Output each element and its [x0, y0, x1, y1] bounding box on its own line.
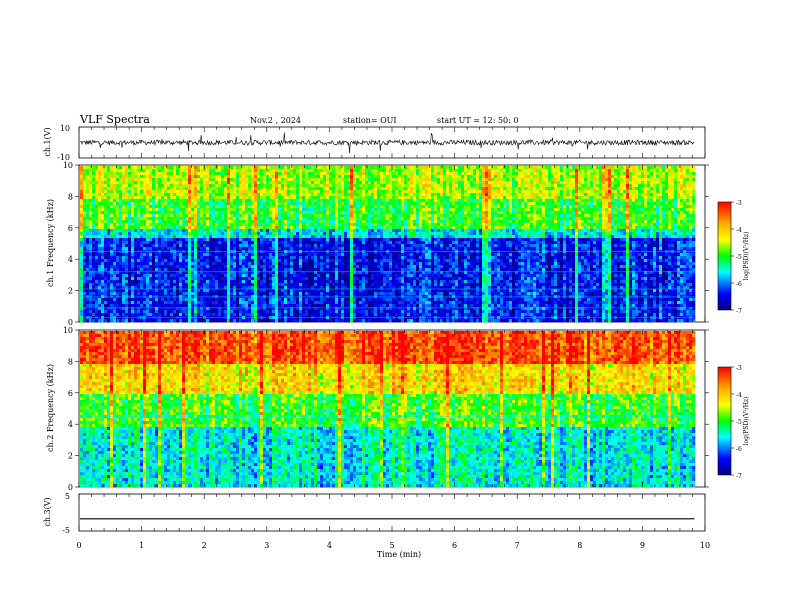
xtick-label: 1 [139, 541, 144, 550]
ch1-waveform-panel: 10 -10 ch.1(V) [43, 124, 706, 162]
xtick-label: 3 [264, 541, 269, 550]
xtick-label: 2 [202, 541, 207, 550]
ch2-spec-ylabel: ch.2 Frequency (kHz) [46, 364, 55, 452]
xtick-label: 8 [577, 541, 582, 550]
station-label: station= OUI [343, 116, 397, 125]
colorbar-tick-label: -6 [736, 281, 742, 288]
ch1-spectrogram-panel: ch.1 Frequency (kHz) [46, 164, 706, 323]
ytick-label: 8 [68, 192, 73, 201]
ch3-ytick-top: 5 [65, 492, 70, 501]
ch1-ytick-bottom: -10 [57, 153, 70, 162]
colorbar-tick-label: -3 [736, 365, 742, 372]
ytick-label: 10 [63, 326, 73, 335]
start-time-label: start UT = 12: 50: 0 [437, 116, 518, 125]
colorbar-ch2-label: log(PSD)(V²/Hz) [743, 397, 750, 446]
ytick-label: 2 [68, 287, 73, 296]
ch1-ylabel: ch.1(V) [43, 127, 52, 156]
xtick-label: 10 [700, 541, 710, 550]
ch2-spectrogram-panel: ch.2 Frequency (kHz) [46, 329, 706, 488]
ch1-spectrogram-image [80, 166, 696, 323]
colorbar-tick-label: -5 [736, 254, 742, 261]
ytick-label: 4 [68, 255, 73, 264]
ytick-label: 6 [68, 224, 73, 233]
figure-title: VLF Spectra [79, 113, 150, 126]
xtick-label: 4 [327, 541, 332, 550]
xtick-label: 9 [640, 541, 645, 550]
ytick-label: 0 [68, 318, 73, 327]
ch3-ylabel: ch.3(V) [43, 497, 52, 526]
colorbar-tick-label: -3 [736, 200, 742, 207]
x-axis-label: Time (min) [377, 550, 421, 559]
date-label: Nov.2 , 2024 [250, 116, 301, 125]
ch2-spectrogram-image [80, 331, 696, 488]
colorbar-tick-label: -7 [736, 308, 742, 315]
xtick-label: 0 [76, 541, 81, 550]
ch1-ytick-top: 10 [60, 124, 70, 133]
ytick-label: 8 [68, 357, 73, 366]
ytick-label: 4 [68, 420, 73, 429]
colorbar-tick-label: -6 [736, 446, 742, 453]
xtick-label: 5 [389, 541, 394, 550]
ytick-label: 10 [63, 161, 73, 170]
ytick-label: 0 [68, 483, 73, 492]
colorbar-tick-label: -4 [736, 392, 742, 399]
ytick-label: 2 [68, 452, 73, 461]
ch1-waveform-trace [79, 132, 695, 154]
colorbar-ch1-label: log(PSD)(V²/Hz) [743, 232, 750, 281]
xtick-label: 6 [452, 541, 457, 550]
ch3-ytick-bottom: -5 [62, 526, 70, 535]
ytick-label: 6 [68, 389, 73, 398]
colorbar-tick-label: -5 [736, 419, 742, 426]
colorbar-tick-label: -4 [736, 227, 742, 234]
colorbar-tick-label: -7 [736, 473, 742, 480]
ch1-spec-ylabel: ch.1 Frequency (kHz) [46, 199, 55, 287]
xtick-label: 7 [515, 541, 520, 550]
ch3-waveform-panel: 5 -5 ch.3(V) [43, 492, 706, 535]
